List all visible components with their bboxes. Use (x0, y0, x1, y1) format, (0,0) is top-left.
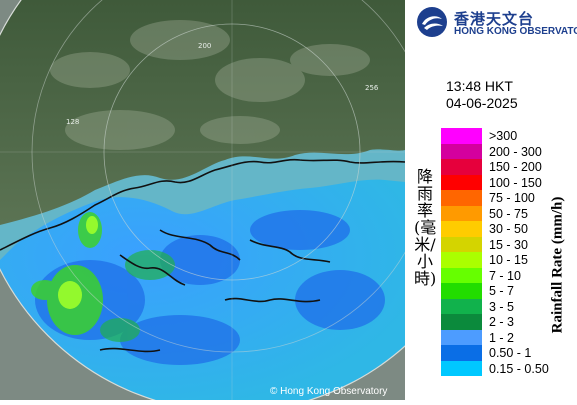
legend-row: 100 - 150 (441, 174, 576, 190)
legend-label: 5 - 7 (489, 284, 515, 298)
legend-swatch (441, 267, 482, 283)
legend-row: 5 - 7 (441, 283, 576, 299)
hko-logo: 香港天文台 HONG KONG OBSERVATORY (416, 6, 577, 40)
legend-row: 150 - 200 (441, 159, 576, 175)
legend-swatch (441, 283, 482, 299)
legend-swatch (441, 159, 482, 175)
legend-label: 200 - 300 (489, 144, 542, 159)
legend-swatch (441, 221, 482, 237)
radar-map: 200 256 128 © Hong Kong Observatory (0, 0, 493, 405)
legend-row: 7 - 10 (441, 267, 576, 283)
legend-title-chinese: 降雨率(毫米/小時) (414, 167, 437, 288)
legend-label: >300 (489, 129, 518, 143)
observation-time: 13:48 HKT (446, 78, 513, 94)
range-label: 256 (365, 84, 379, 92)
legend-row: 0.50 - 1 (441, 345, 576, 361)
legend-swatch (441, 205, 482, 221)
legend-label: 30 - 50 (489, 222, 528, 236)
legend-row: 200 - 300 (441, 143, 576, 159)
legend-swatch (441, 298, 482, 314)
legend-label: 10 - 15 (489, 253, 528, 267)
legend-label: 150 - 200 (489, 160, 542, 174)
legend-row: 1 - 2 (441, 329, 576, 345)
legend-label: 2 - 3 (489, 315, 515, 329)
observation-date: 04-06-2025 (446, 95, 518, 111)
legend-swatch (441, 360, 482, 376)
copyright-text: © Hong Kong Observatory (270, 386, 388, 397)
radar-image: 200 256 128 (0, 0, 493, 405)
legend-label: 1 - 2 (489, 330, 515, 345)
legend-label: 50 - 75 (489, 206, 528, 221)
legend-row: 10 - 15 (441, 252, 576, 268)
legend-row: 2 - 3 (441, 314, 576, 330)
legend-row: 15 - 30 (441, 236, 576, 252)
legend-row: >300 (441, 128, 576, 144)
range-label: 128 (66, 118, 79, 126)
legend-row: 0.15 - 0.50 (441, 360, 576, 376)
legend-swatch (441, 174, 482, 190)
legend-swatch (441, 314, 482, 330)
range-label: 200 (198, 42, 211, 50)
legend-swatch (441, 345, 482, 361)
legend-label: 100 - 150 (489, 175, 542, 190)
legend-panel (405, 0, 577, 400)
legend-label: 0.50 - 1 (489, 346, 532, 360)
legend-swatch (441, 236, 482, 252)
legend-label: 75 - 100 (489, 191, 535, 205)
legend-swatch (441, 128, 482, 144)
hko-logo-icon (417, 7, 447, 37)
legend-label: 7 - 10 (489, 268, 521, 283)
legend-swatch (441, 190, 482, 206)
logo-chinese: 香港天文台 (454, 10, 535, 28)
legend-swatch (441, 252, 482, 268)
legend-row: 75 - 100 (441, 190, 576, 206)
legend-row: 3 - 5 (441, 298, 576, 314)
legend-label: 3 - 5 (489, 299, 515, 314)
legend-row: 50 - 75 (441, 205, 576, 221)
legend-row: 30 - 50 (441, 221, 576, 237)
logo-english: HONG KONG OBSERVATORY (454, 26, 577, 37)
legend-swatch (441, 329, 482, 345)
legend-swatch (441, 143, 482, 159)
legend-label: 15 - 30 (489, 237, 528, 252)
legend-label: 0.15 - 0.50 (489, 361, 549, 376)
